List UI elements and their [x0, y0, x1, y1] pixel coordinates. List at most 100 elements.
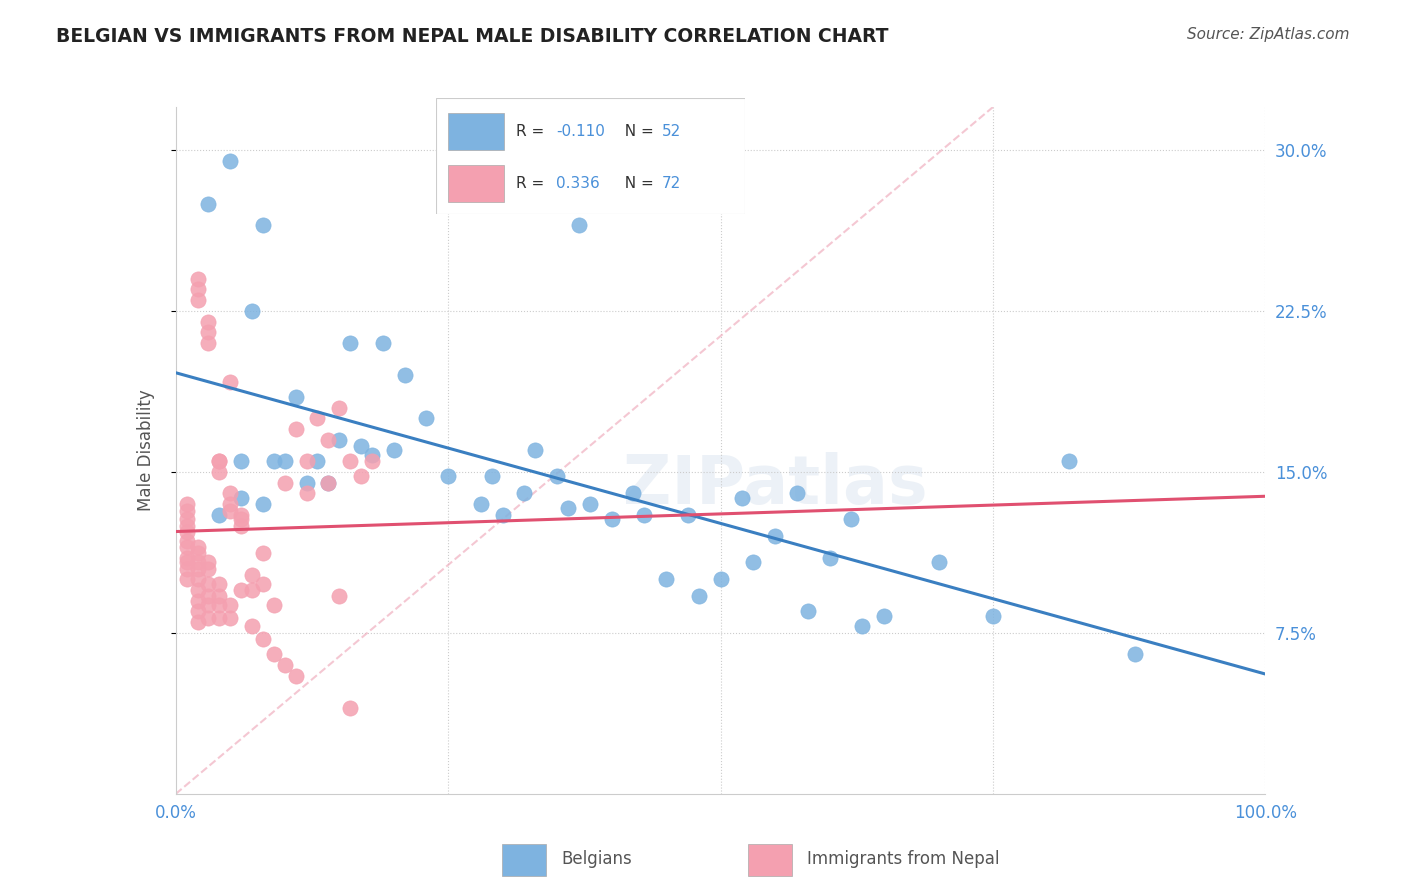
Point — [197, 561, 219, 575]
Point — [307, 411, 329, 425]
Point — [240, 582, 263, 597]
Point — [197, 590, 219, 604]
Point — [231, 508, 253, 522]
Point — [742, 555, 765, 569]
Text: N =: N = — [616, 177, 659, 192]
Point — [252, 576, 274, 591]
Point — [263, 648, 285, 662]
Point — [186, 555, 209, 569]
Point — [231, 491, 253, 505]
Text: 72: 72 — [662, 177, 681, 192]
Point — [350, 439, 373, 453]
Point — [841, 512, 863, 526]
Text: N =: N = — [616, 124, 659, 139]
Point — [318, 433, 340, 447]
Point — [263, 454, 285, 468]
Point — [382, 443, 405, 458]
Point — [176, 533, 198, 548]
Point — [481, 469, 503, 483]
Point — [688, 590, 710, 604]
Point — [186, 561, 209, 575]
Point — [284, 669, 307, 683]
Point — [176, 497, 198, 511]
Point — [240, 619, 263, 633]
Point — [197, 576, 219, 591]
Point — [360, 454, 382, 468]
Point — [731, 491, 754, 505]
Point — [579, 497, 602, 511]
Point — [360, 448, 382, 462]
Point — [197, 611, 219, 625]
Point — [437, 469, 460, 483]
Point — [176, 555, 198, 569]
FancyBboxPatch shape — [449, 113, 503, 150]
Point — [219, 503, 242, 517]
Text: 52: 52 — [662, 124, 681, 139]
Point — [274, 454, 297, 468]
Point — [568, 218, 591, 232]
Text: R =: R = — [516, 177, 550, 192]
Point — [621, 486, 644, 500]
Point — [186, 546, 209, 561]
Point — [546, 469, 568, 483]
Point — [274, 658, 297, 673]
Point — [295, 454, 318, 468]
Point — [328, 590, 350, 604]
Y-axis label: Male Disability: Male Disability — [136, 390, 155, 511]
Point — [231, 454, 253, 468]
Point — [339, 336, 361, 351]
Text: BELGIAN VS IMMIGRANTS FROM NEPAL MALE DISABILITY CORRELATION CHART: BELGIAN VS IMMIGRANTS FROM NEPAL MALE DI… — [56, 27, 889, 45]
Point — [176, 540, 198, 554]
Point — [197, 326, 219, 340]
Point — [186, 271, 209, 285]
Point — [252, 632, 274, 647]
Point — [557, 501, 579, 516]
Point — [208, 465, 231, 479]
Point — [219, 486, 242, 500]
Point — [176, 503, 198, 517]
Text: Belgians: Belgians — [561, 849, 631, 868]
Point — [252, 497, 274, 511]
Point — [763, 529, 786, 543]
Point — [219, 611, 242, 625]
Point — [176, 561, 198, 575]
Point — [676, 508, 699, 522]
Point — [981, 608, 1004, 623]
Point — [328, 433, 350, 447]
Point — [318, 475, 340, 490]
Point — [176, 518, 198, 533]
Point — [339, 454, 361, 468]
Point — [176, 524, 198, 539]
Point — [263, 598, 285, 612]
Point — [219, 153, 242, 168]
Point — [318, 475, 340, 490]
Point — [851, 619, 873, 633]
Text: 0.336: 0.336 — [557, 177, 600, 192]
Point — [219, 598, 242, 612]
Point — [600, 512, 623, 526]
Point — [186, 283, 209, 297]
Point — [415, 411, 437, 425]
Text: Immigrants from Nepal: Immigrants from Nepal — [807, 849, 1000, 868]
Point — [219, 375, 242, 389]
Point — [394, 368, 416, 383]
Point — [339, 701, 361, 715]
Point — [219, 497, 242, 511]
Point — [208, 576, 231, 591]
Point — [633, 508, 655, 522]
Point — [231, 512, 253, 526]
Text: ZIPatlas: ZIPatlas — [623, 452, 928, 517]
Point — [231, 518, 253, 533]
Point — [197, 336, 219, 351]
Point — [176, 572, 198, 586]
Point — [197, 555, 219, 569]
Point — [371, 336, 394, 351]
Point — [295, 486, 318, 500]
Point — [208, 598, 231, 612]
Point — [928, 555, 950, 569]
Point — [197, 598, 219, 612]
Point — [818, 550, 841, 565]
Text: R =: R = — [516, 124, 550, 139]
Point — [186, 540, 209, 554]
Point — [1123, 648, 1146, 662]
